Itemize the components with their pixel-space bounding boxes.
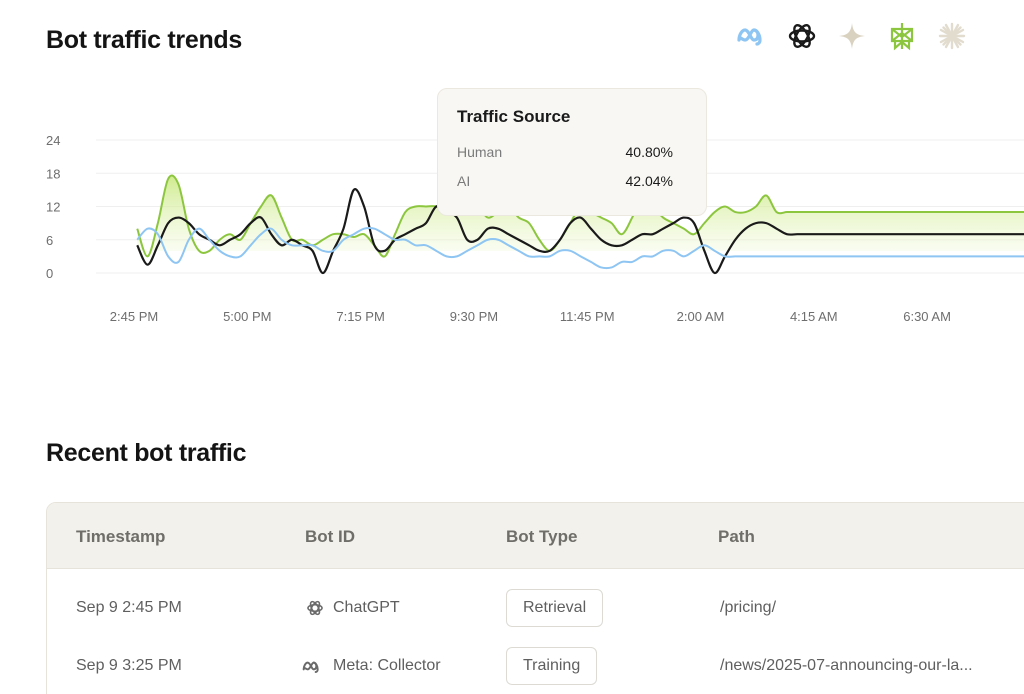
table-header: Timestamp Bot ID Bot Type Path [47,503,1024,569]
traffic-source-tooltip: Traffic Source Human 40.80% AI 42.04% [437,88,707,216]
recent-bot-traffic-table: Timestamp Bot ID Bot Type Path Sep 9 2:4… [46,502,1024,694]
tooltip-label: AI [457,173,471,189]
x-tick-label: 11:45 PM [560,309,615,324]
column-header-bot-type[interactable]: Bot Type [506,527,578,546]
y-tick-label: 6 [46,233,53,248]
tooltip-value: 42.04% [625,173,673,189]
x-tick-label: 2:45 PM [110,309,158,324]
bot-id-cell: Meta: Collector [301,637,441,694]
claude-icon[interactable] [934,18,970,54]
timestamp-cell: Sep 9 2:45 PM [76,599,182,616]
tooltip-row-ai: AI 42.04% [457,173,687,189]
perplexity-icon[interactable] [884,18,920,54]
series-area-0 [137,175,1024,257]
y-tick-label: 18 [46,166,60,181]
column-header-path[interactable]: Path [718,527,755,546]
series-line-1[interactable] [136,188,1024,275]
tooltip-value: 40.80% [625,144,673,160]
x-tick-label: 5:00 PM [223,309,271,324]
tooltip-row-human: Human 40.80% [457,144,687,160]
bot-id-cell: ChatGPT [305,579,400,637]
column-header-bot-id[interactable]: Bot ID [305,527,356,546]
meta-icon[interactable] [734,18,770,54]
x-tick-label: 7:15 PM [336,309,384,324]
path-cell[interactable]: /pricing/ [720,599,777,616]
bot-type-badge: Retrieval [506,589,604,627]
tooltip-title: Traffic Source [457,107,571,126]
path-cell[interactable]: /news/2025-07-announcing-our-la... [720,657,973,674]
timestamp-cell: Sep 9 3:25 PM [76,657,182,674]
openai-icon[interactable] [784,18,820,54]
bot-name: ChatGPT [333,599,400,616]
sparkle-icon[interactable] [834,18,870,54]
meta-icon [302,661,319,673]
table-row[interactable]: Sep 9 3:25 PM Meta: Collector Training /… [47,637,1024,694]
bot-type-badge: Training [506,647,598,685]
y-tick-label: 24 [46,133,60,148]
page-title: Bot traffic trends [46,26,243,54]
y-tick-label: 12 [46,200,60,215]
tooltip-label: Human [457,144,503,160]
x-tick-label: 9:30 PM [450,309,498,324]
openai-icon [307,600,323,616]
x-tick-label: 6:30 AM [903,309,951,324]
series-line-2[interactable] [136,226,1024,270]
bot-name: Meta: Collector [333,657,441,674]
y-tick-label: 0 [46,266,53,281]
x-tick-label: 4:15 AM [790,309,838,324]
bot-filter-icons [734,18,970,54]
section-title-recent: Recent bot traffic [46,439,247,467]
x-tick-label: 2:00 AM [677,309,725,324]
column-header-timestamp[interactable]: Timestamp [76,527,166,546]
table-row[interactable]: Sep 9 2:45 PM ChatGPT Retrieval /pricing… [47,579,1024,637]
